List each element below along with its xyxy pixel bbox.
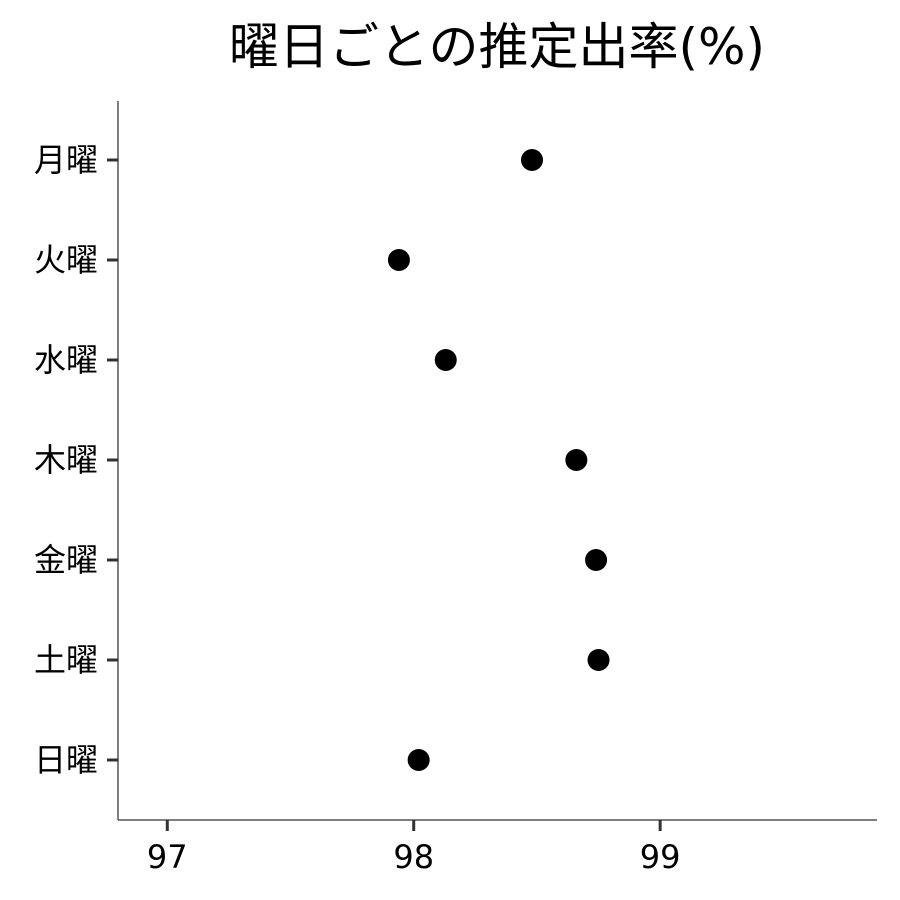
- x-tick-label: 99: [640, 838, 681, 876]
- data-point: [565, 449, 588, 471]
- y-tick-label: 木曜: [34, 441, 98, 479]
- data-point: [434, 349, 457, 371]
- x-tick-label: 97: [147, 838, 188, 876]
- data-point: [521, 149, 543, 171]
- data-point: [587, 649, 610, 671]
- data-point: [585, 549, 608, 571]
- y-tick-label: 土曜: [34, 641, 98, 679]
- data-point: [407, 749, 430, 771]
- y-tick-label: 金曜: [34, 541, 98, 579]
- data-points: [387, 149, 610, 771]
- y-tick-label: 月曜: [34, 141, 98, 179]
- y-tick-label: 日曜: [34, 741, 98, 779]
- chart-title: 曜日ごとの推定出率(%): [229, 18, 765, 76]
- data-point: [387, 249, 410, 271]
- y-tick-label: 水曜: [34, 341, 98, 379]
- x-tick-label: 98: [393, 838, 434, 876]
- y-tick-label: 火曜: [34, 241, 98, 279]
- x-axis: 97 98 99: [147, 820, 681, 876]
